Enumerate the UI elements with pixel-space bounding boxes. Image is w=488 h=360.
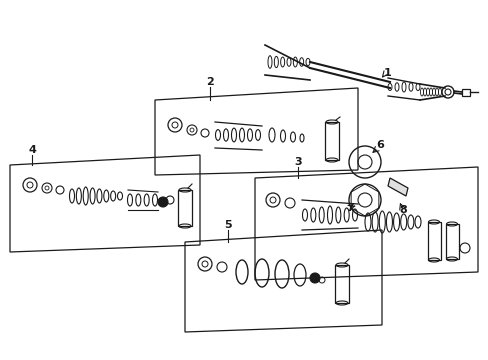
Text: 5: 5 xyxy=(224,220,231,230)
Text: 8: 8 xyxy=(398,205,406,215)
Text: 1: 1 xyxy=(384,68,391,78)
Bar xyxy=(325,122,338,160)
Bar xyxy=(427,222,440,260)
Bar xyxy=(445,224,458,259)
Text: 2: 2 xyxy=(206,77,213,87)
Bar xyxy=(334,265,348,303)
Text: 6: 6 xyxy=(375,140,383,150)
Bar xyxy=(178,190,192,226)
Text: 4: 4 xyxy=(28,145,36,155)
Text: 7: 7 xyxy=(346,203,353,213)
Circle shape xyxy=(158,197,168,207)
Circle shape xyxy=(309,273,319,283)
Bar xyxy=(461,89,469,96)
Polygon shape xyxy=(387,178,407,196)
Text: 3: 3 xyxy=(294,157,301,167)
